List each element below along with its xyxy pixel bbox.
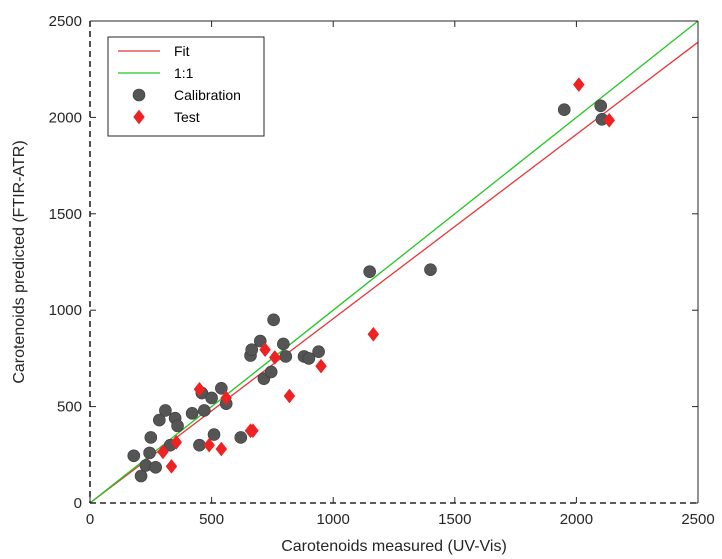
- calibration-point: [198, 404, 211, 417]
- calibration-point: [143, 446, 156, 460]
- calibration-point: [149, 461, 162, 474]
- x-axis-label: Carotenoids measured (UV-Vis): [281, 538, 507, 555]
- test-point: [157, 444, 169, 460]
- calibration-point: [424, 263, 437, 277]
- legend-swatch-calibration: [132, 88, 146, 102]
- test-point: [203, 437, 215, 453]
- calibration-point: [159, 404, 172, 417]
- calibration-point: [234, 431, 248, 444]
- calibration-point: [153, 413, 166, 427]
- calibration-point: [215, 381, 228, 395]
- calibration-point: [207, 428, 221, 441]
- calibration-point: [185, 407, 199, 420]
- test-point: [283, 388, 296, 404]
- legend-box: [107, 36, 265, 137]
- legend-label-fit: Fit: [174, 43, 190, 59]
- calibration-point: [279, 350, 293, 363]
- calibration-point: [557, 103, 571, 116]
- test-point: [269, 350, 281, 365]
- test-point: [247, 423, 259, 439]
- test-point: [165, 458, 178, 474]
- calibration-point: [144, 431, 158, 444]
- calibration-point: [205, 391, 218, 405]
- x-tick-label: 1500: [438, 511, 471, 528]
- y-tick-label: 2000: [49, 109, 82, 126]
- calibration-point: [267, 313, 280, 327]
- test-point: [315, 358, 327, 374]
- calibration-point: [264, 365, 278, 379]
- legend-label-test: Test: [174, 109, 200, 125]
- y-axis-label: Carotenoids predicted (FTIR-ATR): [11, 140, 28, 383]
- test-point: [573, 77, 585, 93]
- y-tick-label: 1000: [49, 302, 82, 319]
- x-tick-label: 500: [199, 511, 224, 528]
- calibration-point: [594, 99, 608, 113]
- test-point: [367, 326, 380, 342]
- calibration-point: [277, 337, 290, 351]
- y-tick-label: 2500: [49, 13, 82, 30]
- x-tick-label: 1000: [317, 511, 350, 528]
- legend: Fit 1:1 Calibration Test: [107, 36, 265, 137]
- legend-swatch-test: [133, 109, 145, 125]
- calibration-point: [253, 334, 267, 348]
- y-tick-label: 0: [74, 495, 82, 512]
- x-tick-label: 2500: [681, 511, 714, 528]
- x-tick-label: 2000: [560, 511, 593, 528]
- test-point: [170, 434, 183, 450]
- test-point: [193, 381, 206, 397]
- calibration-point: [302, 352, 316, 365]
- calibration-point: [134, 469, 148, 483]
- test-point: [220, 390, 233, 406]
- legend-label-1-1: 1:1: [174, 65, 194, 81]
- x-tick-label: 0: [86, 511, 94, 528]
- test-point: [603, 112, 616, 128]
- calibration-point: [245, 343, 259, 357]
- legend-label-calibration: Calibration: [174, 87, 241, 103]
- calibration-point: [312, 345, 325, 358]
- calibration-point: [171, 419, 184, 433]
- y-tick-label: 500: [57, 399, 82, 416]
- y-tick-label: 1500: [49, 206, 82, 223]
- test-point: [215, 441, 228, 457]
- calibration-point: [363, 265, 376, 278]
- test-point: [259, 342, 271, 358]
- calibration-point: [127, 449, 141, 463]
